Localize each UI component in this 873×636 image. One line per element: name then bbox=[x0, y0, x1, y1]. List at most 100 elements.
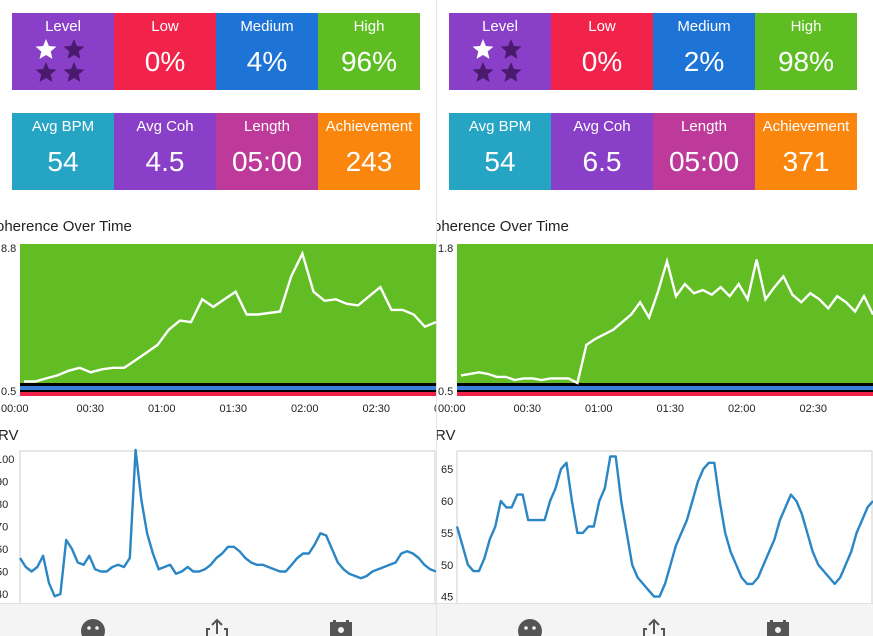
avg-coh-tile: Avg Coh 6.5 bbox=[551, 113, 653, 190]
avg-bpm-label: Avg BPM bbox=[468, 118, 532, 134]
avg-bpm-value: 54 bbox=[47, 146, 79, 177]
level-label: Level bbox=[482, 18, 518, 34]
stats-row-bottom: Avg BPM 54 Avg Coh 4.5 Length 05:00 Achi… bbox=[12, 113, 420, 190]
coherence-x-tick-label: 00:30 bbox=[77, 403, 105, 415]
length-label: Length bbox=[681, 118, 727, 134]
coherence-x-tick-label: 02:00 bbox=[728, 403, 756, 415]
hrv-line bbox=[18, 448, 436, 598]
hrv-y-tick-label: 55 bbox=[441, 528, 453, 540]
high-value: 98% bbox=[777, 46, 835, 77]
coherence-high-zone bbox=[20, 244, 436, 383]
coherence-y-top-label: 8.8 bbox=[1, 243, 16, 255]
coherence-zone-band bbox=[20, 383, 436, 386]
low-label: Low bbox=[588, 18, 616, 34]
coherence-y-bottom-label: 0.5 bbox=[1, 386, 16, 398]
hrv-y-tick-label: 60 bbox=[441, 496, 453, 508]
low-value: 0% bbox=[581, 46, 623, 77]
low-value: 0% bbox=[144, 46, 186, 77]
coherence-zone-band bbox=[20, 392, 436, 396]
journal-icon[interactable] bbox=[765, 618, 791, 636]
length-value: 05:00 bbox=[668, 146, 740, 177]
coherence-x-tick-label: 02:00 bbox=[291, 403, 319, 415]
coherence-x-tick-label: 00:30 bbox=[514, 403, 542, 415]
hrv-chart-title: RV bbox=[437, 427, 456, 444]
achievement-tile: Achievement 371 bbox=[755, 113, 857, 190]
coherence-chart: 8.8 0.5 00:00 00:30 01:00 01:30 02:00 02:30 0 bbox=[0, 240, 436, 420]
session-panel-right: Level Low 0% Medium 2% High 98% Avg BPM … bbox=[437, 0, 873, 636]
hrv-y-tick-label: 45 bbox=[441, 592, 453, 604]
stats-row-bottom: Avg BPM 54 Avg Coh 6.5 Length 05:00 Achi… bbox=[449, 113, 857, 190]
high-label: High bbox=[353, 18, 385, 34]
medium-label: Medium bbox=[240, 18, 294, 34]
star-empty-icon bbox=[63, 62, 85, 82]
star-empty-icon bbox=[63, 39, 85, 59]
achievement-label: Achievement bbox=[325, 118, 413, 134]
coherence-line bbox=[460, 256, 873, 385]
coherence-zone-band bbox=[457, 390, 873, 392]
achievement-tile: Achievement 243 bbox=[318, 113, 420, 190]
coherence-x-tick-label: 01:30 bbox=[657, 403, 685, 415]
coherence-y-bottom-label: 0.5 bbox=[438, 386, 453, 398]
hrv-y-tick-label: 60 bbox=[0, 544, 8, 556]
star-empty-icon bbox=[500, 62, 522, 82]
bottom-tab-bar bbox=[437, 603, 873, 636]
high-label: High bbox=[790, 18, 822, 34]
medium-tile: Medium 2% bbox=[653, 13, 755, 90]
avg-coh-label: Avg Coh bbox=[136, 118, 194, 134]
coherence-line bbox=[24, 250, 436, 383]
high-tile: High 98% bbox=[755, 13, 857, 90]
hrv-y-tick-label: 100 bbox=[0, 454, 14, 466]
share-icon[interactable] bbox=[641, 618, 667, 636]
hrv-chart-svg: 65 60 55 50 45 bbox=[441, 450, 873, 605]
level-tile: Level bbox=[449, 13, 551, 90]
coherence-zone-band bbox=[457, 386, 873, 390]
coherence-zone-band bbox=[457, 392, 873, 396]
avg-coh-value: 6.5 bbox=[582, 146, 622, 177]
length-tile: Length 05:00 bbox=[653, 113, 755, 190]
medium-value: 2% bbox=[683, 46, 725, 77]
stats-row-top: Level Low 0% Medium 4% High 96% bbox=[12, 13, 420, 90]
panel-divider bbox=[436, 0, 437, 636]
star-empty-icon bbox=[500, 39, 522, 59]
hrv-chart: 65 60 55 50 45 bbox=[437, 450, 873, 605]
smiley-icon[interactable] bbox=[517, 618, 543, 636]
coherence-x-tick-label: 02:30 bbox=[800, 403, 828, 415]
hrv-chart: 100 90 80 70 60 50 40 bbox=[0, 448, 436, 605]
avg-bpm-tile: Avg BPM 54 bbox=[449, 113, 551, 190]
medium-tile: Medium 4% bbox=[216, 13, 318, 90]
star-filled-icon bbox=[35, 39, 57, 59]
coherence-x-tick-label: 00:00 bbox=[438, 403, 466, 415]
star-filled-icon bbox=[472, 39, 494, 59]
coherence-chart-svg: 8.8 0.5 00:00 00:30 01:00 01:30 02:00 02:30 0 bbox=[1, 243, 436, 415]
star-empty-icon bbox=[35, 62, 57, 82]
level-stars bbox=[35, 39, 85, 82]
hrv-line bbox=[455, 455, 873, 598]
hrv-y-tick-label: 90 bbox=[0, 477, 8, 489]
avg-bpm-label: Avg BPM bbox=[31, 118, 95, 134]
coherence-chart-title: oherence Over Time bbox=[437, 218, 569, 235]
session-panel-left: Level Low 0% Medium 4% High 96% Avg BPM … bbox=[0, 0, 436, 636]
low-label: Low bbox=[151, 18, 179, 34]
avg-coh-tile: Avg Coh 4.5 bbox=[114, 113, 216, 190]
level-tile: Level bbox=[12, 13, 114, 90]
medium-value: 4% bbox=[246, 46, 288, 77]
achievement-value: 243 bbox=[345, 146, 393, 177]
avg-coh-value: 4.5 bbox=[145, 146, 185, 177]
hrv-chart-svg: 100 90 80 70 60 50 40 bbox=[0, 448, 436, 605]
journal-icon[interactable] bbox=[328, 618, 354, 636]
smiley-icon[interactable] bbox=[80, 618, 106, 636]
level-stars bbox=[472, 39, 522, 82]
hrv-y-tick-label: 40 bbox=[0, 589, 8, 601]
coherence-chart-svg: 1.8 0.5 00:00 00:30 01:00 01:30 02:00 02:30 bbox=[438, 243, 873, 415]
hrv-y-tick-label: 50 bbox=[441, 560, 453, 572]
coherence-y-top-label: 1.8 bbox=[438, 243, 453, 255]
hrv-y-tick-label: 65 bbox=[441, 464, 453, 476]
share-icon[interactable] bbox=[204, 618, 230, 636]
star-empty-icon bbox=[472, 62, 494, 82]
hrv-y-tick-label: 50 bbox=[0, 567, 8, 579]
coherence-zone-band bbox=[20, 390, 436, 392]
coherence-x-tick-label: 01:30 bbox=[220, 403, 248, 415]
bottom-tab-bar bbox=[0, 603, 436, 636]
coherence-zone-band bbox=[457, 383, 873, 386]
hrv-plot-frame bbox=[19, 450, 436, 605]
